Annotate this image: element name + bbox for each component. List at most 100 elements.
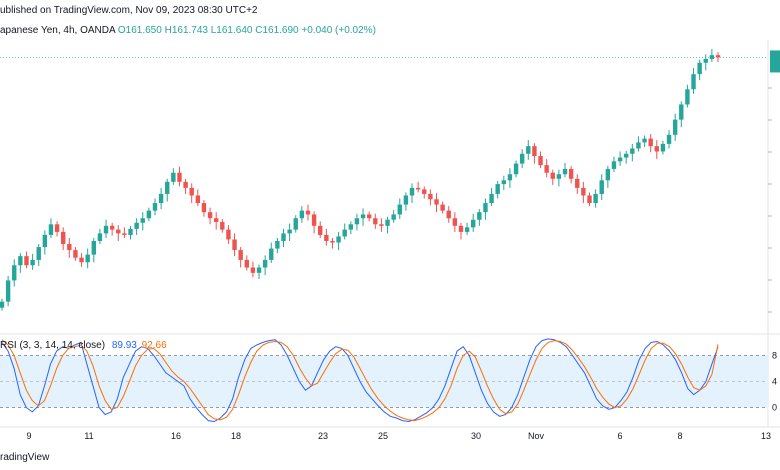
candle-body bbox=[581, 187, 586, 196]
candle-body bbox=[342, 229, 347, 237]
candle-body bbox=[544, 165, 549, 173]
candle-body bbox=[691, 74, 696, 90]
candle-body bbox=[434, 199, 439, 205]
indicator-axis-label: 0 bbox=[772, 403, 777, 413]
candle-body bbox=[666, 134, 672, 144]
time-axis-label: 11 bbox=[84, 431, 93, 441]
candle-body bbox=[409, 187, 415, 196]
time-axis-label: 9 bbox=[26, 431, 31, 441]
candle-body bbox=[428, 193, 433, 200]
candle-body bbox=[648, 138, 653, 147]
last-price-marker bbox=[770, 50, 780, 73]
candle-body bbox=[281, 233, 286, 241]
time-axis-label: 23 bbox=[318, 431, 328, 441]
candle-body bbox=[403, 195, 409, 205]
candle-body bbox=[73, 250, 78, 258]
candle-body bbox=[54, 224, 60, 232]
candle-body bbox=[195, 195, 201, 204]
indicator-d-value: 92.66 bbox=[141, 340, 167, 351]
indicator-d-line bbox=[1, 339, 719, 422]
indicator-legend: RSI (3, 3, 14, 14, close) 89.93 92.66 bbox=[0, 340, 167, 351]
indicator-axis-label: 4 bbox=[772, 377, 777, 387]
candle-body bbox=[611, 161, 617, 169]
candle-body bbox=[489, 193, 494, 204]
price-change: +0.040 (+0.02%) bbox=[301, 25, 376, 36]
candle-body bbox=[464, 227, 470, 232]
candle-body bbox=[60, 231, 66, 245]
candle-body bbox=[330, 240, 335, 243]
candle-body bbox=[12, 265, 17, 281]
candle-body bbox=[305, 210, 311, 215]
candle-body bbox=[232, 239, 237, 251]
candle-body bbox=[391, 214, 396, 220]
candle-body bbox=[519, 153, 525, 164]
candle-body bbox=[226, 229, 231, 240]
candle-body bbox=[593, 193, 598, 204]
candle-body bbox=[415, 187, 421, 190]
candle-body bbox=[5, 280, 11, 302]
time-axis-label: Nov bbox=[528, 431, 545, 441]
candle-body bbox=[654, 146, 660, 152]
candle-body bbox=[550, 172, 555, 179]
candle-body bbox=[146, 210, 152, 219]
candle-body bbox=[513, 163, 519, 175]
indicator-k-line bbox=[1, 338, 719, 423]
ohlc-high: H161.743 bbox=[164, 25, 208, 36]
candle-body bbox=[109, 225, 115, 230]
candle-body bbox=[0, 301, 5, 308]
candle-body bbox=[495, 184, 500, 194]
candle-body bbox=[318, 225, 323, 235]
candle-body bbox=[67, 244, 72, 251]
candle-body bbox=[679, 104, 684, 120]
candle-body bbox=[158, 193, 164, 204]
candle-body bbox=[440, 204, 445, 211]
candle-body bbox=[311, 214, 317, 226]
candle-body bbox=[397, 204, 402, 215]
candle-body bbox=[477, 212, 482, 220]
time-axis-label: 13 bbox=[761, 431, 771, 441]
candle-body bbox=[471, 219, 476, 228]
time-axis-label: 16 bbox=[171, 431, 181, 441]
candle-body bbox=[42, 234, 48, 248]
candle-body bbox=[568, 168, 574, 179]
published-header: ublished on TradingView.com, Nov 09, 202… bbox=[0, 5, 258, 16]
candle-body bbox=[336, 236, 341, 243]
candle-body bbox=[452, 218, 458, 226]
symbol-name: apanese Yen, 4h, OANDA bbox=[0, 25, 116, 36]
candle-body bbox=[703, 58, 708, 63]
candle-body bbox=[79, 257, 84, 263]
ohlc-low: L161.640 bbox=[210, 25, 253, 36]
candle-body bbox=[575, 178, 580, 188]
candle-body bbox=[238, 250, 243, 260]
candle-body bbox=[324, 234, 329, 241]
indicator-axis-label: 8 bbox=[772, 350, 777, 360]
candle-body bbox=[116, 229, 121, 234]
candle-body bbox=[630, 148, 635, 154]
ohlc-open: O161.650 bbox=[117, 25, 162, 36]
candle-body bbox=[501, 180, 507, 185]
candle-body bbox=[605, 168, 611, 181]
candle-body bbox=[269, 248, 274, 260]
candle-body bbox=[373, 218, 378, 225]
candle-body bbox=[379, 224, 384, 226]
candle-body bbox=[85, 254, 90, 263]
candle-body bbox=[617, 157, 623, 162]
candle-body bbox=[526, 146, 531, 154]
candle-body bbox=[213, 218, 219, 223]
time-axis-label: 25 bbox=[378, 431, 388, 441]
candle-body bbox=[244, 259, 249, 268]
candle-body bbox=[189, 187, 194, 196]
candle-body bbox=[709, 55, 715, 59]
candle-body bbox=[642, 138, 647, 143]
candle-body bbox=[446, 210, 451, 219]
candle-body bbox=[183, 181, 188, 188]
candle-body bbox=[36, 247, 41, 260]
candle-body bbox=[97, 233, 103, 241]
candle-body bbox=[171, 172, 176, 182]
candle-body bbox=[483, 203, 488, 213]
candle-body bbox=[134, 222, 139, 229]
candle-body bbox=[177, 172, 182, 182]
candle-body bbox=[140, 218, 145, 223]
candle-body bbox=[262, 259, 268, 268]
